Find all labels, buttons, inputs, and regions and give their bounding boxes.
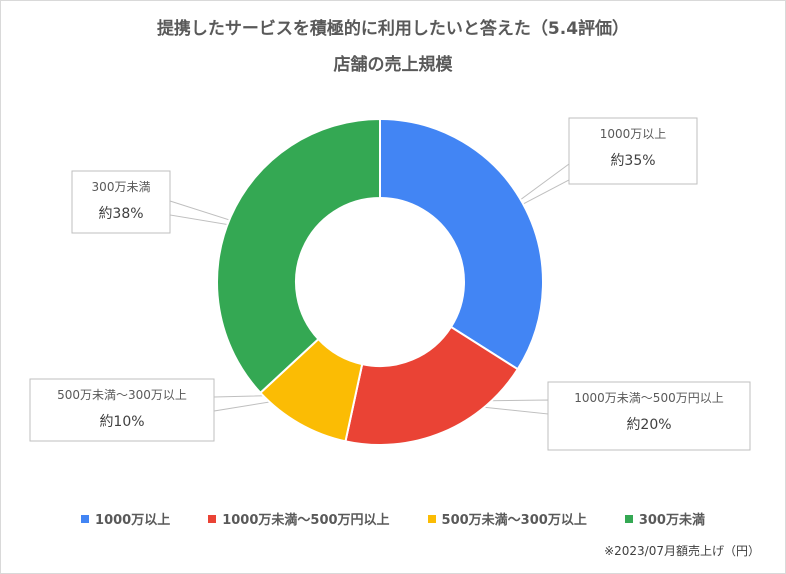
callout-rect <box>71 170 171 234</box>
callout-box <box>429 381 751 451</box>
callout-box <box>493 117 698 220</box>
chart-subtitle: 店舗の売上規模 <box>333 55 453 75</box>
callout-category: 1000万以上 <box>599 127 667 141</box>
legend-item: 300万未満 <box>624 509 705 528</box>
callout-percent: 約20% <box>626 417 672 433</box>
legend-label: 1000万以上 <box>95 513 171 528</box>
donut-slice <box>344 325 520 446</box>
legend-label: 500万未満〜300万以上 <box>441 513 587 528</box>
callout-percent: 約35% <box>610 153 656 169</box>
callout-percent: 約10% <box>99 414 145 430</box>
chart-title: 提携したサービスを積極的に利用したいと答えた（5.4評価） <box>156 19 630 39</box>
callout-box <box>71 170 262 234</box>
donut-slice <box>379 117 544 371</box>
callout-category: 300万未満 <box>91 180 151 194</box>
legend-swatch <box>624 514 633 523</box>
donut-slices <box>216 117 544 446</box>
donut-slice <box>216 117 381 395</box>
callout-rect <box>547 381 751 451</box>
legend-label: 1000万未満〜500万円以上 <box>222 513 390 528</box>
legend-swatch <box>81 514 90 523</box>
legend-item: 1000万以上 <box>81 509 170 528</box>
legend: 1000万以上 1000万未満〜500万円以上 500万未満〜300万以上 30… <box>0 509 786 528</box>
callout-label-1000man-ijo: 1000万以上 約35% <box>569 125 697 170</box>
callout-rect <box>29 378 215 442</box>
legend-item: 1000万未満〜500万円以上 <box>208 509 390 528</box>
callout-category: 1000万未満〜500万円以上 <box>574 391 724 405</box>
callout-percent: 約38% <box>98 206 144 222</box>
legend-label: 300万未満 <box>638 513 705 528</box>
legend-item: 500万未満〜300万以上 <box>427 509 587 528</box>
callout-rect <box>568 117 698 185</box>
callout-label-1000man-miman: 1000万未満〜500万円以上 約20% <box>548 389 750 434</box>
legend-swatch <box>427 514 436 523</box>
callout-category: 500万未満〜300万以上 <box>57 388 187 402</box>
footnote: ※2023/07月額売上げ（円） <box>604 544 760 558</box>
legend-swatch <box>208 514 217 523</box>
callout-label-500man-miman: 500万未満〜300万以上 約10% <box>30 386 214 431</box>
callout-label-300man-miman: 300万未満 約38% <box>72 178 170 223</box>
